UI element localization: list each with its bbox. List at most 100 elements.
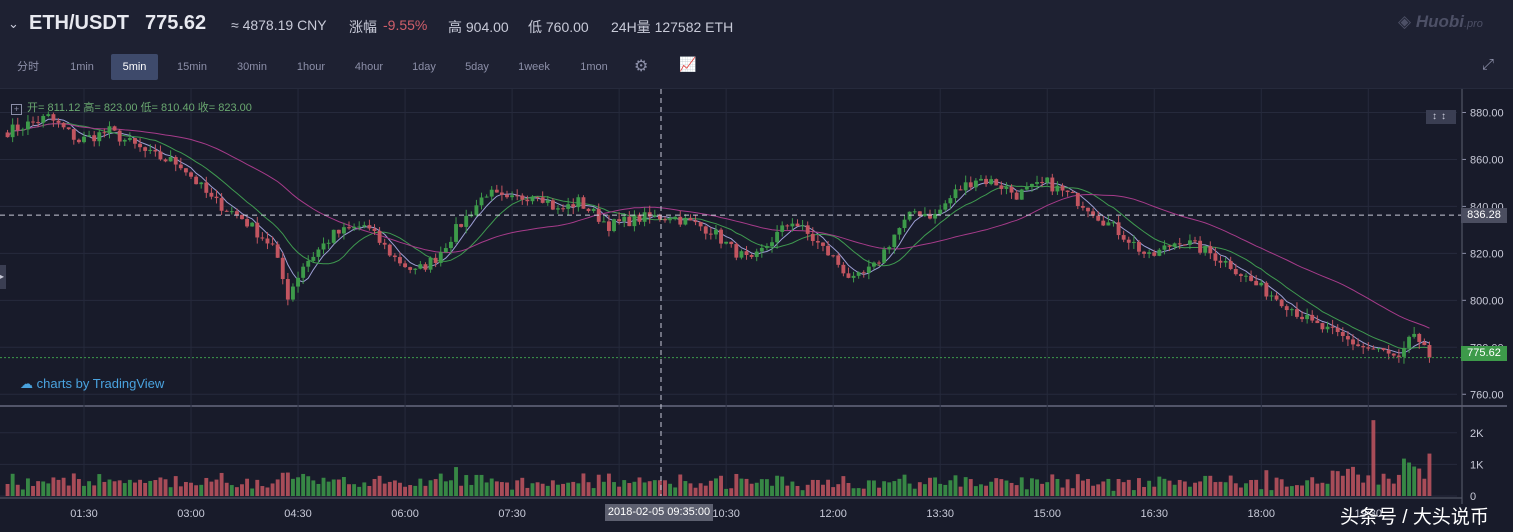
volume-bar: [438, 473, 443, 496]
volume-bar: [36, 481, 41, 496]
candle-body: [153, 149, 158, 152]
tab-timeframe-5min[interactable]: 5min: [111, 54, 158, 80]
volume-bar: [1218, 481, 1223, 496]
volume-tick-label: 1K: [1470, 459, 1484, 471]
candle-body: [245, 219, 250, 227]
candle-body: [31, 121, 35, 123]
candle-body: [494, 189, 499, 193]
tab-timeframe-1day[interactable]: 1day: [412, 61, 436, 73]
volume-bar: [576, 483, 581, 496]
candle-body: [943, 203, 948, 210]
volume-bar: [999, 479, 1004, 496]
volume-bar: [764, 479, 769, 496]
candle-body: [984, 178, 988, 185]
collapse-legend-icon[interactable]: +: [11, 104, 22, 115]
volume-bar: [1289, 486, 1294, 496]
tradingview-text: charts by TradingView: [36, 376, 165, 391]
volume-bar: [1391, 483, 1396, 496]
volume-bar: [1412, 466, 1417, 496]
candle-body: [469, 215, 474, 217]
candle-body: [973, 180, 978, 188]
scale-arrows-icon[interactable]: ↕↕: [1426, 110, 1456, 124]
candle-body: [719, 229, 723, 244]
tab-timeframe-1week[interactable]: 1week: [518, 61, 550, 73]
candle-body: [316, 249, 321, 257]
volume-bar: [423, 485, 428, 496]
crosshair-overlay: [0, 89, 1462, 496]
volume-bar: [1091, 485, 1096, 496]
volume-bar: [459, 485, 464, 496]
tab-timeframe-5day[interactable]: 5day: [465, 61, 489, 73]
volume-bar: [408, 485, 413, 496]
tab-timeframe-1mon[interactable]: 1mon: [580, 61, 608, 73]
tab-timeframe-4hour[interactable]: 4hour: [354, 61, 384, 73]
tab-timeframe-1hour[interactable]: 1hour: [296, 61, 326, 73]
candle-body: [382, 242, 387, 245]
candle-body: [606, 221, 611, 232]
candle-body: [1126, 239, 1131, 243]
candle-body: [280, 257, 285, 280]
volume-bar: [714, 478, 718, 496]
volume-tick-label: 2K: [1470, 428, 1484, 440]
candle-body: [810, 233, 815, 242]
symbol-dropdown-chevron-icon[interactable]: ⌄: [8, 16, 19, 31]
candle-body: [1412, 333, 1417, 337]
volume-bar: [668, 483, 673, 496]
candle-body: [143, 147, 148, 151]
candle-body: [907, 211, 912, 220]
candle-body: [657, 214, 662, 220]
tab-timeframe-30min[interactable]: 30min: [237, 61, 267, 73]
volume-bar: [469, 484, 474, 496]
candle-body: [882, 249, 887, 263]
ma30-line: [7, 123, 1430, 329]
volume-bar: [571, 481, 576, 496]
volume-bar: [148, 480, 153, 496]
candle-body: [1004, 186, 1009, 189]
volume-bar: [790, 481, 795, 496]
volume-bar: [112, 481, 117, 496]
volume-bar: [306, 476, 311, 496]
candle-body: [545, 200, 550, 203]
candle-body: [1019, 189, 1024, 200]
volume-bar: [449, 480, 453, 496]
candle-body: [856, 272, 861, 276]
candle-body: [229, 211, 234, 213]
candle-body: [275, 244, 280, 258]
candle-body: [1376, 348, 1381, 350]
left-panel-handle-icon[interactable]: ▸: [0, 265, 6, 289]
volume-bar: [724, 488, 729, 496]
volume-bar: [347, 484, 351, 496]
tradingview-branding[interactable]: ☁ charts by TradingView: [20, 376, 164, 392]
volume-bars: [5, 420, 1432, 496]
candle-body: [556, 208, 560, 210]
candle-body: [1101, 220, 1106, 226]
tab-timeframe-tick[interactable]: 分时: [17, 61, 39, 73]
candle-body: [148, 149, 153, 151]
logo-drop-icon: ◈: [1398, 12, 1412, 31]
candle-body: [770, 242, 774, 247]
volume-bar: [66, 485, 71, 496]
indicators-icon[interactable]: 📈: [679, 56, 697, 72]
candle-body: [1305, 314, 1310, 320]
candle-body: [642, 212, 647, 222]
candlestick-chart[interactable]: 01:3003:0004:3006:0007:3009:0010:3012:00…: [0, 89, 1513, 532]
volume-bar: [673, 487, 678, 496]
candle-body: [831, 255, 836, 257]
fullscreen-icon[interactable]: ⤢: [1482, 56, 1495, 73]
time-tick-label: 10:30: [712, 508, 740, 520]
volume-bar: [1315, 483, 1320, 496]
legend-low: 低= 810.40: [140, 102, 195, 114]
candle-body: [1422, 341, 1427, 346]
volume-bar: [1422, 478, 1427, 496]
candle-body: [1223, 260, 1228, 263]
settings-gear-icon[interactable]: ⚙: [634, 58, 649, 75]
candle-body: [1106, 222, 1111, 226]
candle-body: [1381, 348, 1386, 351]
candle-body: [1096, 215, 1101, 221]
tab-timeframe-1min[interactable]: 1min: [70, 61, 94, 73]
symbol-name[interactable]: ETH/USDT: [29, 12, 129, 34]
candle-body: [1254, 280, 1259, 286]
volume-bar: [489, 478, 494, 496]
volume-bar: [1233, 483, 1238, 496]
tab-timeframe-15min[interactable]: 15min: [177, 61, 207, 73]
